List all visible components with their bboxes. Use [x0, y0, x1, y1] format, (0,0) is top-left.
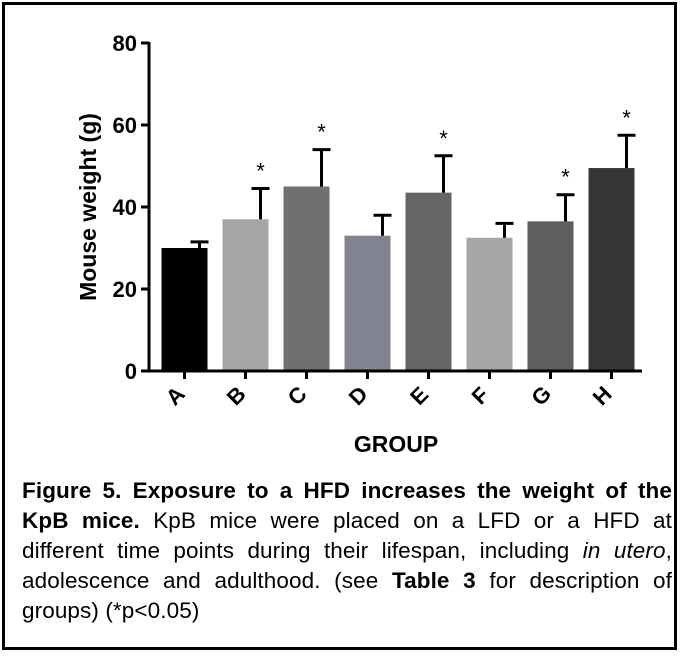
bar-C: [283, 186, 330, 371]
x-tick-label: F: [467, 382, 494, 409]
y-tick-label: 20: [113, 277, 137, 302]
bar-B: [222, 219, 269, 371]
bars-group: * * * * *: [161, 105, 636, 371]
bar-H: [588, 168, 635, 371]
bar-chart: 0 20 40 60 80 Mouse weight (g) * * * * * A B C D E F G…: [75, 31, 642, 457]
y-tick-label: 60: [113, 113, 137, 138]
x-tick-label: C: [283, 381, 312, 410]
x-tick-label: D: [344, 381, 373, 410]
x-tick-label: G: [526, 381, 556, 411]
x-tick-label: A: [161, 381, 190, 410]
y-tick-label: 0: [125, 359, 137, 384]
significance-marker: *: [561, 165, 570, 190]
caption-text-3: for description of groups) (*p<0.05): [22, 568, 673, 623]
caption-text-2: , adolescence and adulthood. (see: [22, 538, 672, 593]
caption-title: Figure 5. Exposure to a HFD increases th…: [22, 478, 672, 533]
caption-text-1: KpB mice were placed on a LFD or a HFD a…: [22, 508, 672, 563]
x-tick-label: E: [405, 382, 433, 410]
significance-marker: *: [256, 159, 265, 184]
x-tick-label: H: [588, 381, 617, 410]
significance-marker: *: [439, 126, 448, 151]
y-tick-label: 40: [113, 195, 137, 220]
x-axis: A B C D E F G H: [148, 369, 642, 411]
x-axis-label: GROUP: [354, 431, 438, 457]
bar-A: [161, 248, 208, 371]
caption-table-ref: Table 3: [391, 568, 476, 593]
bar-F: [466, 237, 513, 371]
caption-italic: in utero: [582, 538, 666, 563]
bar-E: [405, 192, 452, 371]
figure-caption: Figure 5. Exposure to a HFD increases th…: [22, 476, 672, 626]
figure-frame: 0 20 40 60 80 Mouse weight (g) * * * * * A B C D E F G…: [2, 2, 677, 650]
significance-marker: *: [317, 120, 326, 145]
bar-D: [344, 235, 391, 371]
y-tick-label: 80: [113, 31, 137, 56]
bar-G: [527, 221, 574, 371]
significance-marker: *: [622, 105, 631, 130]
x-tick-label: B: [222, 381, 251, 410]
y-axis: 0 20 40 60 80: [113, 31, 151, 384]
y-axis-label: Mouse weight (g): [75, 113, 101, 301]
